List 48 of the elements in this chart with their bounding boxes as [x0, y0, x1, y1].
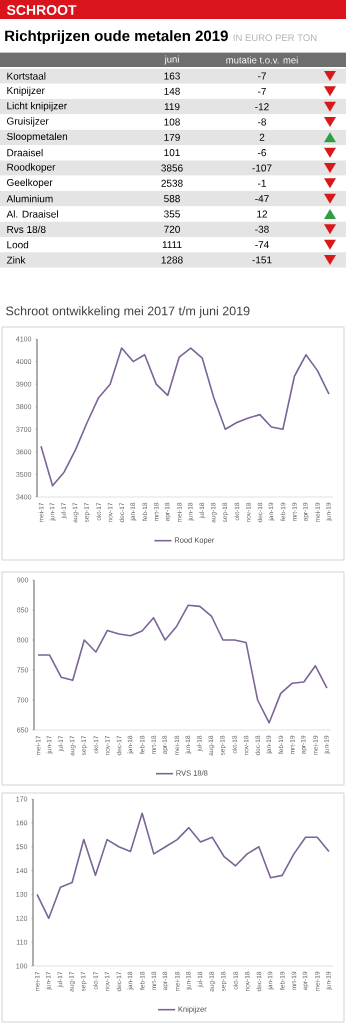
data-label: 1111: [162, 241, 182, 249]
data-label: 101: [164, 149, 180, 157]
category-label: Gruisijzer: [7, 117, 49, 127]
data-label: 720: [164, 225, 180, 233]
data-label: -7: [257, 87, 266, 95]
series-label: juni: [164, 55, 179, 65]
text: IN EURO PER TON: [233, 34, 317, 42]
data-label: -8: [257, 118, 267, 126]
data-label: -38: [255, 225, 269, 233]
data-label: -74: [255, 241, 269, 249]
data-label: 148: [164, 87, 180, 95]
data-label: 2538: [161, 179, 183, 187]
text: SCHROOT: [6, 5, 77, 15]
data-label: 588: [164, 195, 180, 203]
data-label: 163: [164, 72, 180, 80]
data-label: 108: [164, 118, 180, 126]
category-label: Licht knipijzer: [7, 102, 67, 112]
data-label: -107: [252, 164, 272, 172]
category-label: Geelkoper: [7, 178, 53, 188]
data-label: -1: [257, 179, 266, 187]
data-label: -7: [257, 72, 266, 80]
category-label: Rvs 18/8: [7, 225, 46, 233]
data-label: 3856: [161, 164, 183, 172]
category-label: Draaisel: [7, 148, 43, 157]
category-label: Lood: [7, 240, 29, 249]
data-label: 12: [257, 210, 268, 218]
data-label: -151: [252, 256, 272, 264]
line-series: [37, 604, 328, 724]
data-label: 355: [164, 210, 180, 218]
chart-title: Schroot ontwikkeling mei 2017 t/m juni 2019: [6, 306, 250, 318]
category-label: Aluminium: [6, 194, 53, 203]
category-label: Knipijzer: [7, 86, 45, 96]
category-label: Sloopmetalen: [6, 132, 68, 142]
data-label: 179: [164, 133, 180, 141]
data-label: -6: [257, 149, 267, 157]
category-label: Kortstaal: [7, 72, 46, 80]
category-label: Zink: [6, 256, 26, 264]
data-label: -12: [255, 103, 269, 111]
category-label: Roodkoper: [7, 163, 56, 173]
data-label: 2: [259, 133, 265, 141]
data-label: 119: [164, 103, 180, 111]
line-series: [40, 347, 330, 487]
text: Richtprijzen oude metalen 2019: [5, 30, 228, 45]
data-label: -47: [255, 195, 269, 203]
text: mutatie t.o.v. mei: [226, 56, 298, 64]
data-label: 1288: [161, 256, 183, 264]
category-label: Al. Draaisel: [6, 210, 58, 218]
line-series: [36, 812, 330, 920]
